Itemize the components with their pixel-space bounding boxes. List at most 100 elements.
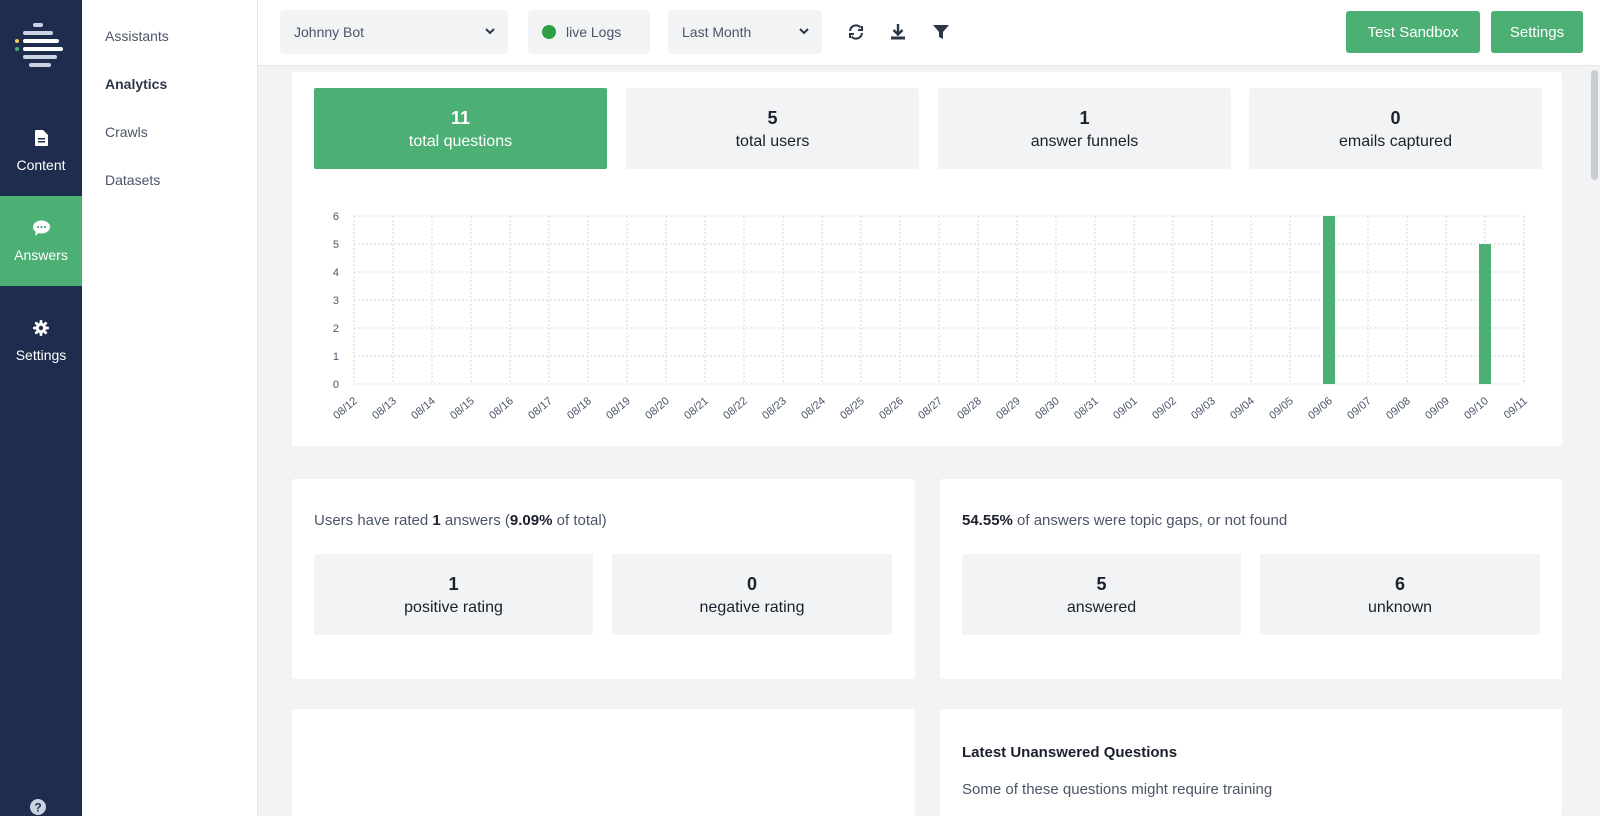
download-icon[interactable]	[889, 23, 907, 41]
stat-label: total users	[735, 133, 810, 150]
stat-label: answer funnels	[1030, 133, 1139, 150]
x-tick-label: 08/22	[721, 395, 750, 422]
help-icon[interactable]: ?	[29, 798, 47, 816]
y-tick-label: 5	[333, 239, 339, 251]
subnav-item-crawls[interactable]: Crawls	[105, 124, 148, 140]
stat-value: 11	[450, 108, 471, 128]
ratings-summary: Users have rated 1 answers (9.09% of tot…	[314, 512, 607, 529]
y-tick-label: 3	[333, 295, 339, 307]
stat-emails-captured[interactable]: 0 emails captured	[1249, 88, 1542, 169]
sidebar-item-content[interactable]: Content	[0, 106, 82, 196]
sidebar-item-answers[interactable]: Answers	[0, 196, 82, 286]
stat-value: 1	[448, 574, 459, 594]
test-sandbox-button[interactable]: Test Sandbox	[1346, 11, 1480, 53]
stat-value: 0	[1390, 108, 1401, 128]
subnav-item-datasets[interactable]: Datasets	[105, 172, 161, 188]
stat-label: negative rating	[699, 599, 805, 616]
sidebar-item-label: Settings	[15, 347, 67, 363]
x-tick-label: 08/12	[331, 395, 360, 422]
ratings-panel: Users have rated 1 answers (9.09% of tot…	[292, 479, 915, 679]
chat-bubble-icon	[32, 219, 50, 237]
stat-positive-rating[interactable]: 1 positive rating	[314, 554, 593, 635]
live-logs-label: live Logs	[566, 24, 622, 40]
svg-text:?: ?	[34, 801, 41, 815]
chevron-down-icon	[799, 28, 809, 35]
x-tick-label: 08/26	[877, 395, 906, 422]
refresh-icon[interactable]	[847, 23, 865, 41]
top-toolbar: Johnny Bot live Logs Last Month Test San…	[258, 0, 1600, 66]
x-tick-label: 08/16	[487, 395, 516, 422]
y-tick-label: 4	[333, 267, 339, 279]
bar	[1323, 216, 1335, 384]
period-select[interactable]: Last Month	[668, 10, 822, 54]
questions-panel: 11 total questions 5 total users 1 answe…	[292, 72, 1562, 446]
logo	[15, 23, 63, 67]
chevron-down-icon	[485, 28, 495, 35]
x-tick-label: 08/20	[643, 395, 672, 422]
unanswered-panel: Latest Unanswered Questions Some of thes…	[940, 709, 1562, 816]
x-tick-label: 09/09	[1423, 395, 1452, 422]
bar	[1479, 244, 1491, 384]
sidebar-item-label: Content	[16, 157, 66, 173]
x-tick-label: 09/04	[1228, 395, 1257, 422]
document-icon	[32, 129, 50, 147]
unanswered-subtitle: Some of these questions might require tr…	[962, 781, 1273, 798]
stat-total-users[interactable]: 5 total users	[626, 88, 919, 169]
stat-value: 5	[1096, 574, 1107, 594]
x-tick-label: 08/27	[916, 395, 945, 422]
stat-label: emails captured	[1339, 133, 1452, 150]
topic-gaps-panel: 54.55% of answers were topic gaps, or no…	[940, 479, 1562, 679]
stat-value: 5	[767, 108, 778, 128]
questions-bar-chart: 0 1 2 3 4 5 6 08/12 08/13 08/14 08/15 08/16 08/17 08/…	[331, 211, 1530, 422]
topic-gaps-summary: 54.55% of answers were topic gaps, or no…	[962, 512, 1288, 529]
stat-value: 6	[1394, 574, 1405, 594]
subnav-item-analytics[interactable]: Analytics	[105, 76, 168, 92]
unanswered-title: Latest Unanswered Questions	[962, 744, 1178, 761]
analytics-subnav: Assistants Analytics Crawls Datasets	[82, 0, 258, 816]
main-sidebar: Content Answers Settings ?	[0, 0, 82, 816]
y-tick-label: 2	[333, 323, 339, 335]
x-tick-label: 08/31	[1072, 395, 1101, 422]
stat-total-questions[interactable]: 11 total questions	[314, 88, 607, 169]
scrollbar-thumb[interactable]	[1591, 70, 1598, 180]
x-tick-label: 09/06	[1306, 395, 1335, 422]
stat-label: positive rating	[404, 599, 503, 616]
stat-label: answered	[1066, 599, 1137, 616]
sidebar-item-label: Answers	[14, 247, 68, 263]
sidebar-item-settings[interactable]: Settings	[0, 296, 82, 386]
x-tick-label: 08/24	[799, 395, 828, 422]
y-tick-label: 0	[333, 379, 339, 391]
x-tick-label: 08/23	[760, 395, 789, 422]
stat-answer-funnels[interactable]: 1 answer funnels	[938, 88, 1231, 169]
stat-answered[interactable]: 5 answered	[962, 554, 1241, 635]
x-tick-label: 08/19	[604, 395, 633, 422]
x-tick-label: 08/18	[565, 395, 594, 422]
y-tick-label: 6	[333, 211, 339, 223]
x-tick-label: 08/25	[838, 395, 867, 422]
x-tick-label: 09/08	[1384, 395, 1413, 422]
x-tick-label: 08/15	[448, 395, 477, 422]
stat-label: unknown	[1367, 599, 1433, 616]
settings-button[interactable]: Settings	[1491, 11, 1583, 53]
x-tick-label: 08/21	[682, 395, 711, 422]
stat-negative-rating[interactable]: 0 negative rating	[612, 554, 892, 635]
gear-icon	[32, 319, 50, 337]
subnav-item-assistants[interactable]: Assistants	[105, 28, 169, 44]
filter-icon[interactable]	[932, 23, 950, 41]
x-tick-label: 08/13	[370, 395, 399, 422]
page-scrollbar[interactable]	[1589, 66, 1600, 816]
stat-value: 0	[746, 574, 757, 594]
x-tick-label: 09/07	[1345, 395, 1374, 422]
x-tick-label: 09/05	[1267, 395, 1296, 422]
x-tick-label: 09/03	[1189, 395, 1218, 422]
y-tick-label: 1	[333, 351, 339, 363]
x-tick-label: 08/30	[1033, 395, 1062, 422]
stat-label: total questions	[408, 133, 513, 150]
period-select-value: Last Month	[682, 24, 752, 40]
stat-unknown[interactable]: 6 unknown	[1260, 554, 1540, 635]
live-logs-toggle[interactable]: live Logs	[528, 10, 650, 54]
x-tick-label: 08/28	[955, 395, 984, 422]
bot-select[interactable]: Johnny Bot	[280, 10, 508, 54]
bot-select-value: Johnny Bot	[294, 24, 365, 40]
live-status-dot	[542, 25, 556, 39]
